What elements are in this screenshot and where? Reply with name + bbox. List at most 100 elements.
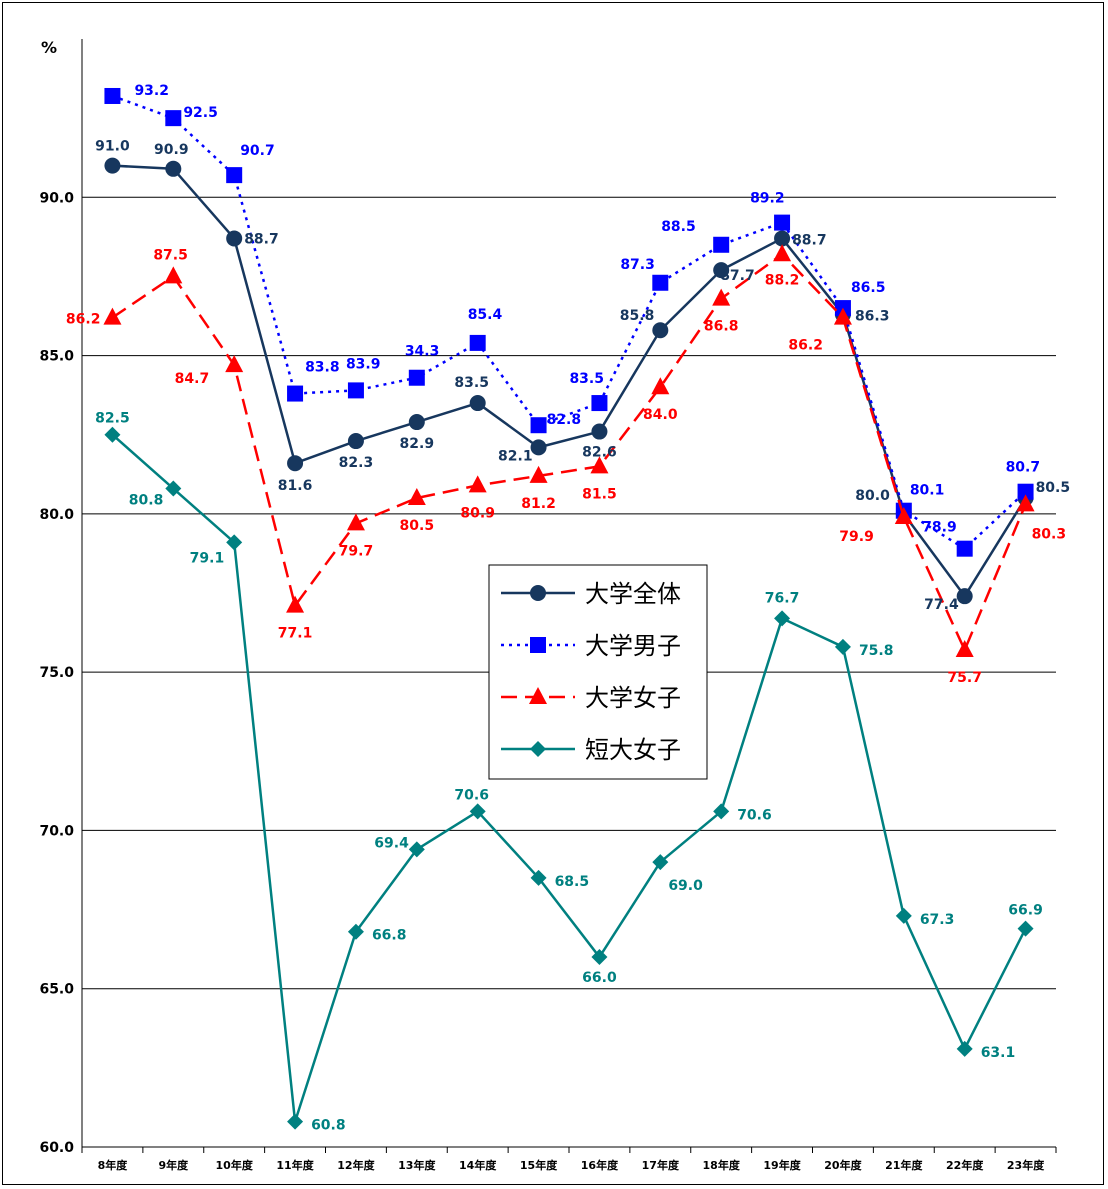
point-marker xyxy=(652,274,669,291)
data-label: 80.7 xyxy=(1006,460,1041,476)
point-marker xyxy=(530,637,546,653)
data-label: 93.2 xyxy=(134,83,169,99)
data-label: 88.2 xyxy=(765,272,800,288)
point-marker xyxy=(529,687,547,704)
point-marker xyxy=(225,355,244,373)
data-label: 67.3 xyxy=(920,912,955,928)
y-tick-label: 90.0 xyxy=(39,190,74,206)
data-label: 83.5 xyxy=(454,375,489,391)
point-marker xyxy=(956,540,973,557)
x-tick-label: 19年度 xyxy=(763,1158,801,1172)
point-marker xyxy=(469,803,486,820)
data-label: 81.6 xyxy=(278,478,313,494)
point-marker xyxy=(894,507,913,525)
line-chart: 60.0 65.0 70.0 75.0 80.0 85.0 90.0% 8年度 9年度 10年度 1… xyxy=(39,38,1070,1172)
point-marker xyxy=(407,488,426,506)
data-label: 75.8 xyxy=(859,643,894,659)
x-tick-label: 12年度 xyxy=(337,1158,375,1172)
x-tick-label: 21年度 xyxy=(885,1158,923,1172)
point-marker xyxy=(408,841,425,858)
y-tick-label: 70.0 xyxy=(39,823,74,839)
data-label: 86.3 xyxy=(855,308,890,324)
point-marker xyxy=(591,395,608,412)
data-label: 84.7 xyxy=(175,371,210,387)
series-line xyxy=(112,94,1027,550)
data-label: 66.8 xyxy=(372,928,407,944)
data-label: 92.5 xyxy=(183,105,218,121)
x-tick-label: 11年度 xyxy=(276,1158,314,1172)
data-labels: 91.0 90.9 88.7 81.6 82.3 82.9 83.5 82.1 82.6 85.8… xyxy=(66,83,1070,1134)
point-marker xyxy=(1016,494,1035,512)
data-label: 66.0 xyxy=(582,970,617,986)
legend-label: 短大女子 xyxy=(585,736,681,764)
data-label: 82.3 xyxy=(339,455,374,471)
point-marker xyxy=(712,288,731,306)
point-marker xyxy=(226,534,243,551)
y-unit-label: % xyxy=(41,38,57,57)
data-label: 69.4 xyxy=(374,835,409,851)
point-marker xyxy=(347,382,364,399)
point-marker xyxy=(652,854,669,871)
series-group xyxy=(103,87,1035,1130)
y-tick-label: 60.0 xyxy=(39,1140,74,1156)
point-marker xyxy=(773,244,792,262)
point-marker xyxy=(287,455,304,472)
point-marker xyxy=(226,167,243,184)
data-label: 80.8 xyxy=(129,493,164,509)
data-label: 87.7 xyxy=(720,268,755,284)
data-label: 63.1 xyxy=(981,1045,1016,1061)
x-tick-label: 15年度 xyxy=(520,1158,558,1172)
data-label: 77.4 xyxy=(924,597,959,613)
data-label: 90.9 xyxy=(154,142,189,158)
point-marker xyxy=(591,949,608,966)
point-marker xyxy=(713,236,730,253)
data-label: 79.9 xyxy=(839,529,874,545)
y-tick-label: 65.0 xyxy=(39,982,74,998)
x-tick-label: 23年度 xyxy=(1007,1158,1045,1172)
data-label: 85.4 xyxy=(468,307,503,323)
point-marker xyxy=(530,585,546,601)
data-label: 83.9 xyxy=(346,356,381,372)
data-label: 80.5 xyxy=(1036,480,1071,496)
data-label: 81.5 xyxy=(582,486,617,502)
data-label: 80.0 xyxy=(855,488,890,504)
y-tick-label: 75.0 xyxy=(39,665,74,681)
data-label: 75.7 xyxy=(947,670,982,686)
data-label: 88.7 xyxy=(792,232,827,248)
data-label: 82.9 xyxy=(400,436,435,452)
x-tick-label: 8年度 xyxy=(98,1158,129,1172)
data-label: 80.1 xyxy=(910,483,945,499)
point-marker xyxy=(1017,483,1034,500)
x-tick-label: 17年度 xyxy=(642,1158,680,1172)
data-label: 89.2 xyxy=(750,191,785,207)
legend-box xyxy=(488,564,708,780)
data-label: 68.5 xyxy=(555,874,590,890)
data-label: 84.0 xyxy=(643,407,678,423)
point-marker xyxy=(956,1040,973,1057)
data-label: 87.3 xyxy=(620,257,655,273)
data-label: 85.8 xyxy=(620,308,655,324)
x-tick-label: 22年度 xyxy=(946,1158,984,1172)
axes: 60.0 65.0 70.0 75.0 80.0 85.0 90.0% 8年度 9年度 10年度 1… xyxy=(39,38,1057,1172)
data-label: 86.2 xyxy=(788,338,823,354)
x-tick-label: 10年度 xyxy=(216,1158,254,1172)
series-line xyxy=(111,433,1027,1123)
point-marker xyxy=(346,513,365,531)
x-tick-label: 20年度 xyxy=(824,1158,862,1172)
point-marker xyxy=(286,595,305,613)
point-marker xyxy=(713,803,730,820)
y-tick-label: 85.0 xyxy=(39,349,74,365)
point-marker xyxy=(774,230,791,247)
x-tick-label: 9年度 xyxy=(158,1158,189,1172)
data-label: 83.5 xyxy=(569,371,604,387)
point-marker xyxy=(287,385,304,402)
point-marker xyxy=(164,266,183,284)
point-marker xyxy=(469,395,486,412)
data-label: 77.1 xyxy=(278,626,313,642)
data-label: 34.3 xyxy=(405,344,440,360)
data-label: 82.1 xyxy=(498,448,533,464)
point-marker xyxy=(408,414,425,431)
y-tick-label: 80.0 xyxy=(39,507,74,523)
point-marker xyxy=(165,480,182,497)
